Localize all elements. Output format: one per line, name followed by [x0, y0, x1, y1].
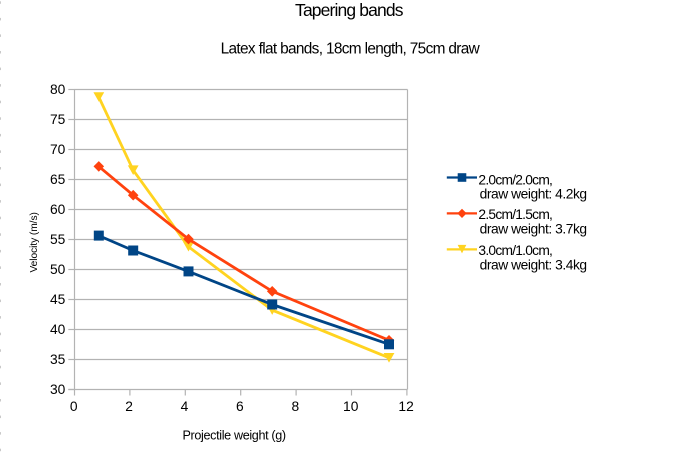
- svg-text:60: 60: [50, 202, 66, 217]
- svg-text:55: 55: [50, 232, 66, 247]
- svg-text:0: 0: [70, 399, 78, 414]
- svg-text:Velocity (m/s): Velocity (m/s): [29, 212, 40, 272]
- svg-text:2.5cm/1.5cm,: 2.5cm/1.5cm,: [478, 207, 553, 222]
- svg-text:draw weight: 4.2kg: draw weight: 4.2kg: [480, 187, 587, 202]
- svg-text:30: 30: [50, 382, 66, 397]
- svg-text:draw weight: 3.4kg: draw weight: 3.4kg: [480, 258, 587, 273]
- svg-text:2: 2: [125, 399, 133, 414]
- svg-text:Tapering bands: Tapering bands: [295, 0, 404, 20]
- svg-text:50: 50: [50, 262, 66, 277]
- svg-text:2.0cm/2.0cm,: 2.0cm/2.0cm,: [478, 172, 553, 187]
- svg-text:6: 6: [236, 399, 244, 414]
- svg-text:12: 12: [398, 399, 413, 414]
- svg-text:40: 40: [50, 322, 66, 337]
- svg-text:3.0cm/1.0cm,: 3.0cm/1.0cm,: [478, 243, 553, 258]
- svg-text:Projectile weight (g): Projectile weight (g): [183, 429, 287, 443]
- svg-text:Latex flat bands, 18cm length,: Latex flat bands, 18cm length, 75cm draw: [221, 41, 481, 58]
- svg-text:80: 80: [50, 82, 66, 97]
- svg-text:8: 8: [291, 399, 299, 414]
- svg-text:4: 4: [181, 399, 189, 414]
- svg-text:10: 10: [343, 399, 359, 414]
- svg-text:draw weight: 3.7kg: draw weight: 3.7kg: [480, 222, 587, 237]
- svg-text:75: 75: [50, 112, 66, 127]
- svg-text:35: 35: [50, 352, 66, 367]
- svg-text:45: 45: [50, 292, 66, 307]
- svg-text:65: 65: [50, 172, 66, 187]
- svg-text:70: 70: [50, 142, 66, 157]
